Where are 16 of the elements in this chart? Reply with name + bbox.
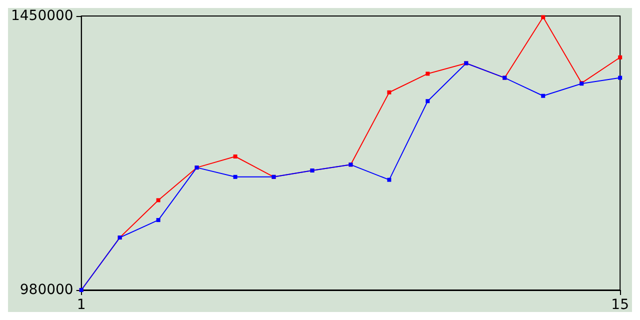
point — [541, 15, 546, 20]
point — [426, 99, 430, 104]
x-tick-label: 1 — [76, 297, 86, 313]
point — [618, 55, 622, 60]
y-tick-label: 980000 — [20, 282, 74, 298]
point — [541, 94, 546, 98]
x-tick-label: 15 — [611, 297, 630, 313]
point — [387, 178, 392, 182]
point — [156, 198, 160, 202]
point — [233, 174, 238, 179]
point — [387, 90, 392, 94]
point — [156, 218, 160, 222]
point — [426, 72, 430, 76]
point — [233, 154, 238, 158]
y-tick-label: 1450000 — [10, 8, 74, 24]
point — [618, 76, 622, 80]
